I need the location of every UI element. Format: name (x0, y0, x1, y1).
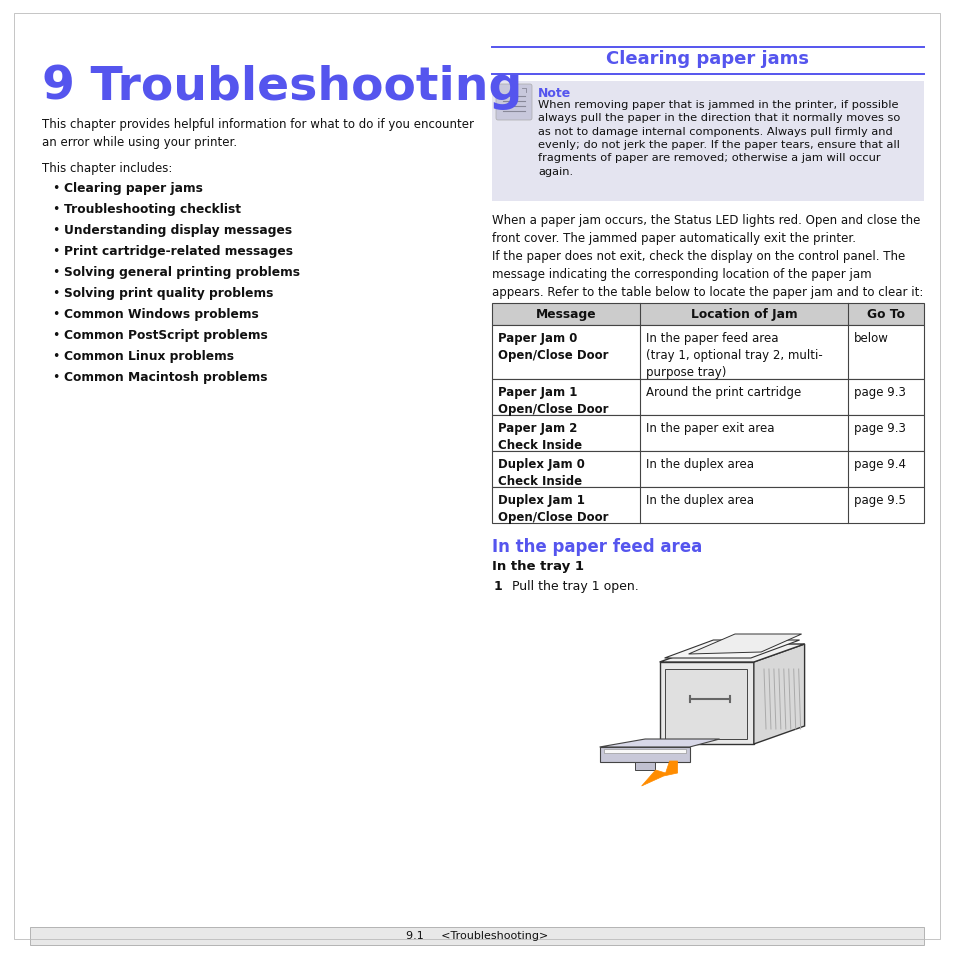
Text: •: • (52, 308, 59, 320)
Text: •: • (52, 182, 59, 194)
Text: Go To: Go To (866, 308, 904, 320)
Text: In the paper exit area: In the paper exit area (645, 421, 774, 435)
Text: In the duplex area: In the duplex area (645, 494, 753, 506)
Text: In the tray 1: In the tray 1 (492, 559, 583, 573)
Text: •: • (52, 350, 59, 363)
Text: Duplex Jam 1
Open/Close Door: Duplex Jam 1 Open/Close Door (497, 494, 608, 523)
Text: •: • (52, 287, 59, 299)
Text: 9.1     <Troubleshooting>: 9.1 <Troubleshooting> (405, 930, 548, 940)
Text: page 9.3: page 9.3 (853, 386, 905, 398)
Text: This chapter includes:: This chapter includes: (42, 162, 172, 174)
Bar (492, 452, 923, 488)
Polygon shape (641, 761, 677, 786)
Text: Solving general printing problems: Solving general printing problems (64, 266, 299, 278)
Text: •: • (52, 224, 59, 236)
Text: Message: Message (536, 308, 596, 320)
Text: below: below (853, 332, 888, 345)
Text: Note: Note (537, 87, 571, 100)
Text: 1: 1 (494, 579, 502, 593)
Text: Common Linux problems: Common Linux problems (64, 350, 233, 363)
Polygon shape (603, 749, 685, 753)
Polygon shape (599, 740, 719, 747)
Bar (492, 488, 923, 523)
Text: Duplex Jam 0
Check Inside: Duplex Jam 0 Check Inside (497, 457, 584, 488)
Text: Paper Jam 2
Check Inside: Paper Jam 2 Check Inside (497, 421, 581, 452)
Bar (492, 304, 923, 326)
Text: In the paper feed area: In the paper feed area (492, 537, 701, 556)
Bar (492, 416, 923, 452)
Text: When removing paper that is jammed in the printer, if possible
always pull the p: When removing paper that is jammed in th… (537, 100, 900, 176)
Text: Understanding display messages: Understanding display messages (64, 224, 292, 236)
Text: In the duplex area: In the duplex area (645, 457, 753, 471)
Text: Pull the tray 1 open.: Pull the tray 1 open. (512, 579, 639, 593)
Text: Common PostScript problems: Common PostScript problems (64, 329, 268, 341)
Text: Clearing paper jams: Clearing paper jams (64, 182, 203, 194)
Text: Solving print quality problems: Solving print quality problems (64, 287, 274, 299)
Polygon shape (659, 644, 803, 662)
Polygon shape (599, 747, 689, 762)
Text: •: • (52, 203, 59, 215)
Polygon shape (634, 762, 654, 770)
Text: Paper Jam 1
Open/Close Door: Paper Jam 1 Open/Close Door (497, 386, 608, 416)
Text: Troubleshooting checklist: Troubleshooting checklist (64, 203, 241, 215)
Text: If the paper does not exit, check the display on the control panel. The
message : If the paper does not exit, check the di… (492, 250, 923, 298)
Text: In the paper feed area
(tray 1, optional tray 2, multi-
purpose tray): In the paper feed area (tray 1, optional… (645, 332, 821, 378)
Text: Common Macintosh problems: Common Macintosh problems (64, 371, 267, 384)
Bar (492, 326, 923, 379)
Text: Location of Jam: Location of Jam (690, 308, 797, 320)
Bar (30, 927, 923, 945)
Text: •: • (52, 266, 59, 278)
Text: 9: 9 (42, 65, 74, 110)
Polygon shape (664, 669, 746, 740)
Polygon shape (753, 644, 803, 744)
Text: When a paper jam occurs, the Status LED lights red. Open and close the
front cov: When a paper jam occurs, the Status LED … (492, 213, 920, 245)
Text: This chapter provides helpful information for what to do if you encounter
an err: This chapter provides helpful informatio… (42, 118, 474, 149)
Text: •: • (52, 371, 59, 384)
Polygon shape (664, 640, 799, 659)
Bar (492, 82, 923, 202)
Polygon shape (688, 635, 801, 655)
Text: Paper Jam 0
Open/Close Door: Paper Jam 0 Open/Close Door (497, 332, 608, 361)
Text: Print cartridge-related messages: Print cartridge-related messages (64, 245, 293, 257)
Text: page 9.3: page 9.3 (853, 421, 905, 435)
Text: Troubleshooting: Troubleshooting (74, 65, 522, 110)
Text: page 9.5: page 9.5 (853, 494, 905, 506)
Text: page 9.4: page 9.4 (853, 457, 905, 471)
Text: Around the print cartridge: Around the print cartridge (645, 386, 801, 398)
FancyBboxPatch shape (496, 85, 532, 121)
Bar (492, 379, 923, 416)
Polygon shape (659, 662, 753, 744)
Text: •: • (52, 329, 59, 341)
Text: •: • (52, 245, 59, 257)
Text: Clearing paper jams: Clearing paper jams (606, 50, 809, 68)
Text: Common Windows problems: Common Windows problems (64, 308, 258, 320)
